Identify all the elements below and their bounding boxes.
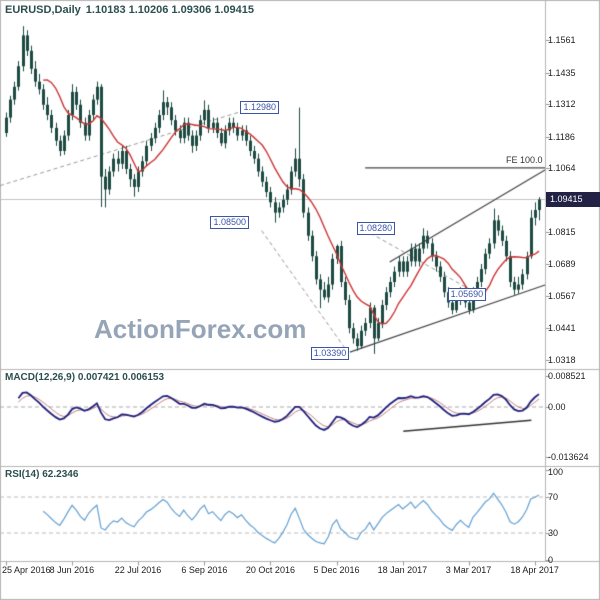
symbol-timeframe-label: EURUSD,Daily <box>5 4 81 16</box>
rsi-axis-label: 30 <box>548 528 559 538</box>
price-axis-label: 1.0441 <box>548 322 576 333</box>
price-swing-tag: 1.03390 <box>310 347 350 361</box>
price-axis-label: 1.0318 <box>548 354 576 365</box>
price-swing-tag: 1.12980 <box>240 100 279 114</box>
date-axis-label: 18 Apr 2017 <box>510 565 559 575</box>
date-axis-label: 20 Oct 2016 <box>245 565 295 575</box>
macd-name: MACD(12,26,9) <box>5 372 76 383</box>
price-swing-tag: 1.08500 <box>210 215 250 229</box>
price-swing-tag: 1.05690 <box>447 288 487 302</box>
date-axis-label: 18 Jan 2017 <box>377 565 428 575</box>
price-axis-label: 1.1186 <box>548 131 575 142</box>
macd-axis-label: 0.00 <box>548 402 566 412</box>
price-axis-label: 1.0567 <box>548 290 576 301</box>
date-axis-label: 6 Sep 2016 <box>181 565 228 575</box>
current-price-badge: 1.09415 <box>546 191 600 207</box>
price-axis-label: 1.0815 <box>548 226 576 237</box>
ohlc-readout: 1.10183 1.10206 1.09306 1.09415 <box>85 4 255 16</box>
rsi-axis-label: 0 <box>548 555 554 565</box>
rsi-name: RSI(14) <box>5 469 40 480</box>
macd-axis-label: 0.008521 <box>548 370 586 381</box>
date-axis-label: 22 Jul 2016 <box>114 565 162 575</box>
price-axis-label: 1.1561 <box>548 35 576 46</box>
rsi-value: 62.2346 <box>42 469 79 480</box>
rsi-axis-label: 100 <box>548 467 564 477</box>
price-axis-label: 1.0689 <box>548 259 576 270</box>
macd-indicator-label: MACD(12,26,9) 0.007421 0.006153 <box>5 372 164 383</box>
price-axis-label: 1.1435 <box>548 67 576 78</box>
price-swing-tag: 1.08280 <box>356 221 396 235</box>
date-axis-label: 5 Dec 2016 <box>313 565 360 575</box>
price-axis-label: 1.1312 <box>548 99 576 110</box>
macd-values: 0.007421 0.006153 <box>77 372 165 383</box>
date-axis-label: 3 Mar 2017 <box>445 565 492 575</box>
rsi-axis-label: 70 <box>548 492 559 502</box>
rsi-indicator-label: RSI(14) 62.2346 <box>5 469 78 480</box>
date-axis-label: 25 Apr 2016 <box>2 565 51 575</box>
macd-axis-label: -0.013624 <box>548 451 589 462</box>
fibonacci-extension-label: FE 100.0 <box>506 154 543 165</box>
date-axis-label: 8 Jun 2016 <box>49 565 95 575</box>
chart-header: EURUSD,Daily 1.10183 1.10206 1.09306 1.09… <box>5 4 254 16</box>
price-axis-label: 1.1064 <box>548 162 576 173</box>
